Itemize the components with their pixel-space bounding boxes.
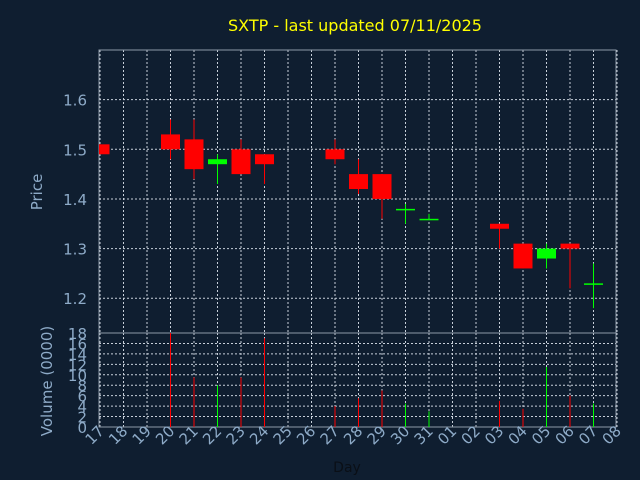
chart-title: SXTP - last updated 07/11/2025 [228, 16, 482, 35]
candle-down [99, 144, 110, 155]
volume-tick-label: 2 [77, 409, 87, 427]
price-tick-label: 1.3 [63, 241, 87, 259]
candle-up [584, 283, 603, 285]
volume-axis-label: Volume (0000) [38, 326, 56, 436]
candle-up [537, 248, 556, 259]
volume-tick-label: 18 [68, 325, 87, 343]
volume-tick-label: 10 [68, 367, 87, 385]
volume-tick-label: 6 [77, 388, 87, 406]
candle-down [490, 223, 509, 229]
volume-panel-frame [98, 332, 617, 428]
price-tick-label: 1.4 [63, 191, 87, 209]
candle-down [184, 139, 204, 170]
volume-tick-label: 8 [77, 377, 87, 395]
volume-tick-label: 16 [68, 335, 87, 353]
candle-up [419, 218, 439, 221]
x-axis: 1718192021222324252627282930310102030405… [82, 422, 625, 448]
candle-down [161, 134, 180, 150]
x-axis-label: Day [333, 460, 361, 476]
price-tick-label: 1.6 [63, 92, 87, 110]
price-tick-label: 1.5 [63, 141, 87, 159]
candle-down [325, 149, 345, 160]
volume-tick-label: 12 [68, 356, 87, 374]
candle-down [372, 174, 392, 199]
volume-tick-label: 14 [68, 346, 87, 364]
candle-down [560, 243, 580, 249]
price-tick-label: 1.2 [63, 290, 87, 308]
volume-tick-label: 4 [77, 398, 87, 416]
candle-down [513, 243, 533, 269]
price-axis-label: Price [28, 174, 46, 211]
candle-up [396, 208, 415, 211]
candle-down [255, 154, 274, 165]
candle-down [349, 174, 368, 190]
price-panel: 1.2 1.3 1.4 1.5 1.6 [63, 49, 618, 334]
volume-tick-label: 0 [77, 419, 87, 437]
candle-down [231, 149, 251, 175]
candle-up [208, 159, 227, 165]
